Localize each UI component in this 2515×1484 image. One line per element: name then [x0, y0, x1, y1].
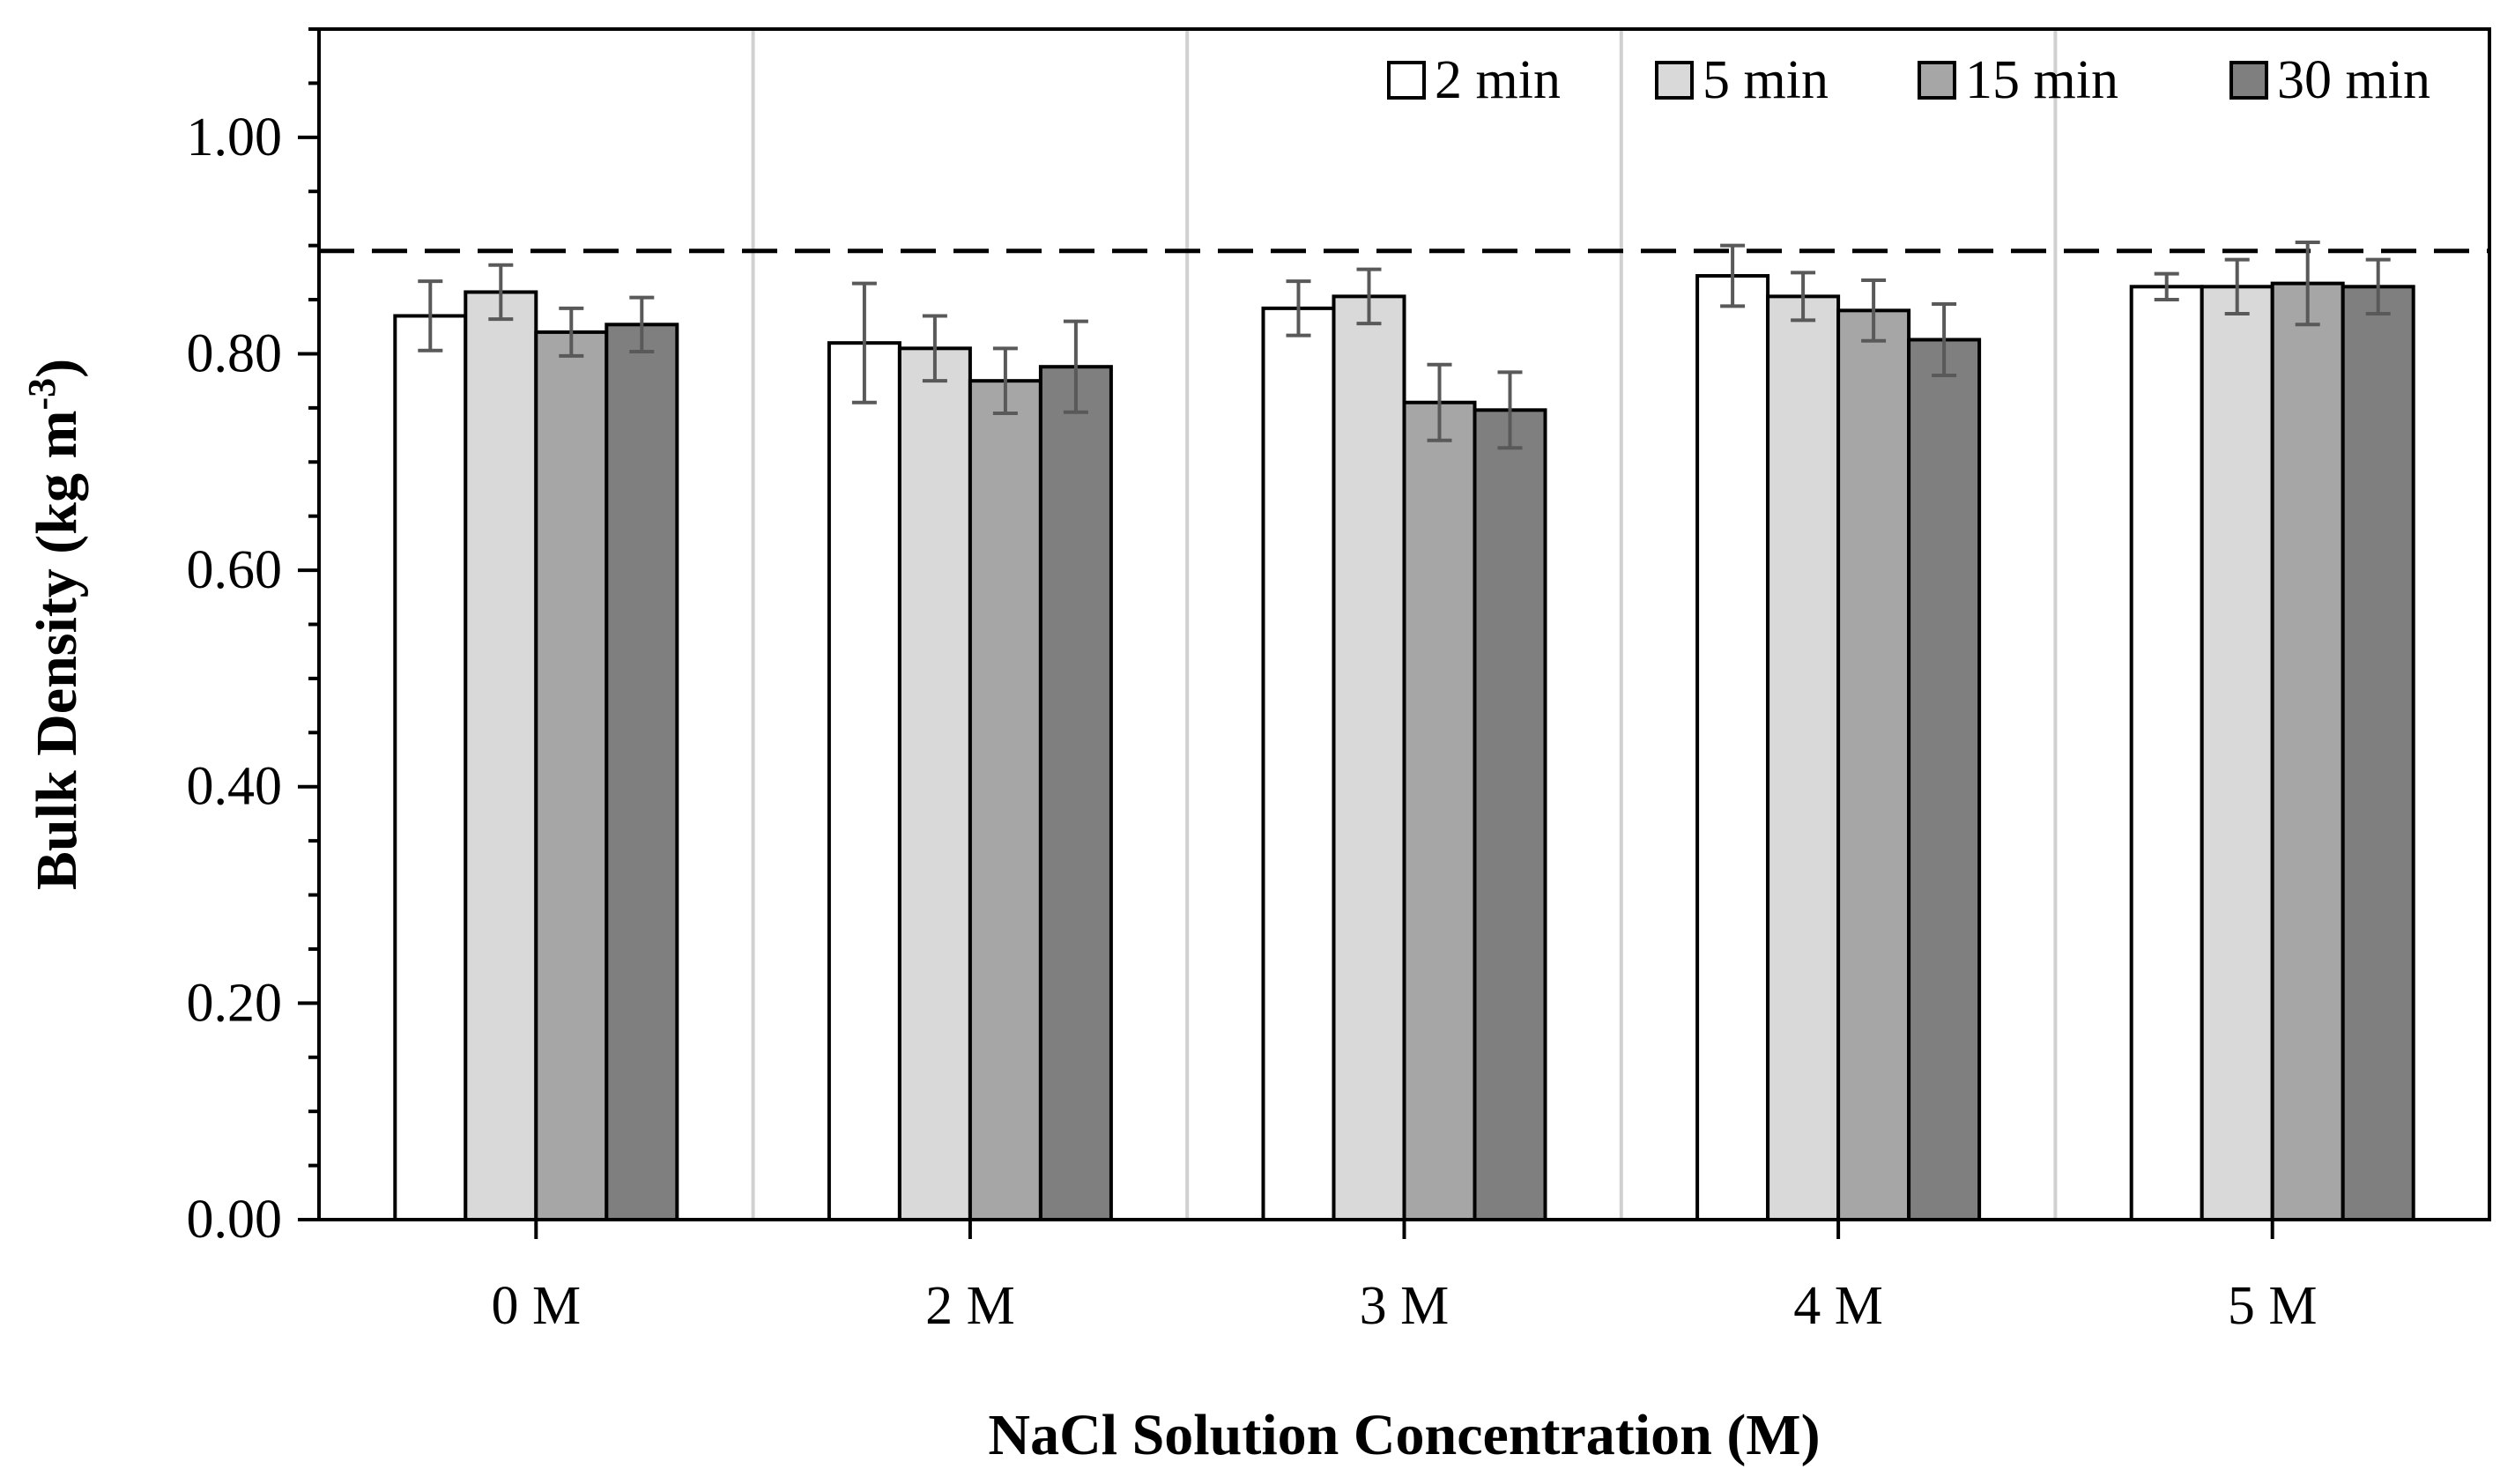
bars-group — [393, 274, 2415, 1222]
x-axis: 0 M 2 M 3 M 4 M 5 M — [491, 1220, 2318, 1336]
bar — [1402, 400, 1477, 1221]
legend-swatch — [1918, 61, 1956, 100]
legend-label: 15 min — [1965, 50, 2118, 110]
legend-swatch — [1655, 61, 1694, 100]
y-tick-label: 1.00 — [187, 108, 283, 167]
y-tick-label: 0.20 — [187, 973, 283, 1033]
bar — [827, 341, 901, 1221]
x-tick-label: 3 M — [1360, 1276, 1450, 1336]
bar — [1473, 408, 1547, 1221]
x-axis-title: NaCl Solution Concentration (M) — [988, 1403, 1820, 1467]
bar — [393, 314, 468, 1222]
y-axis-title: Bulk Density (kg m-3) — [20, 359, 90, 890]
legend-swatch — [1387, 61, 1426, 100]
bar — [2129, 285, 2204, 1222]
bar — [1836, 308, 1911, 1221]
bar — [605, 323, 679, 1221]
legend-swatch — [2229, 61, 2268, 100]
bar — [1038, 365, 1113, 1221]
category-dividers — [751, 29, 2058, 1220]
bar — [1261, 306, 1336, 1222]
error-bars-group — [418, 240, 2391, 450]
bar — [2270, 281, 2345, 1222]
bar — [968, 379, 1042, 1221]
y-tick-label: 0.00 — [187, 1190, 283, 1250]
y-tick-label: 0.40 — [187, 757, 283, 817]
x-tick-label: 4 M — [1793, 1276, 1883, 1336]
legend-label: 30 min — [2277, 50, 2430, 110]
y-tick-label: 0.60 — [187, 540, 283, 600]
bar — [1695, 274, 1770, 1221]
y-axis-title-close: ) — [25, 359, 89, 378]
y-axis-title-main: Bulk Density (kg m — [25, 411, 89, 891]
legend: 2 min 5 min 15 min 30 min — [1387, 50, 2430, 110]
bar — [1766, 294, 1841, 1221]
y-axis: 0.00 0.20 0.40 0.60 0.80 1.00 — [187, 27, 319, 1250]
bar — [1907, 338, 1982, 1222]
x-tick-label: 5 M — [2228, 1276, 2318, 1336]
bar — [464, 290, 538, 1221]
legend-label: 5 min — [1703, 50, 1829, 110]
legend-label: 2 min — [1435, 50, 1561, 110]
y-axis-title-superscript: -3 — [20, 378, 63, 411]
bar — [1332, 294, 1406, 1221]
bar — [2341, 285, 2415, 1222]
bar — [2200, 285, 2274, 1222]
y-tick-label: 0.80 — [187, 323, 283, 383]
x-tick-label: 0 M — [491, 1276, 581, 1336]
x-tick-label: 2 M — [925, 1276, 1015, 1336]
bar — [897, 346, 972, 1221]
bar — [534, 330, 609, 1221]
